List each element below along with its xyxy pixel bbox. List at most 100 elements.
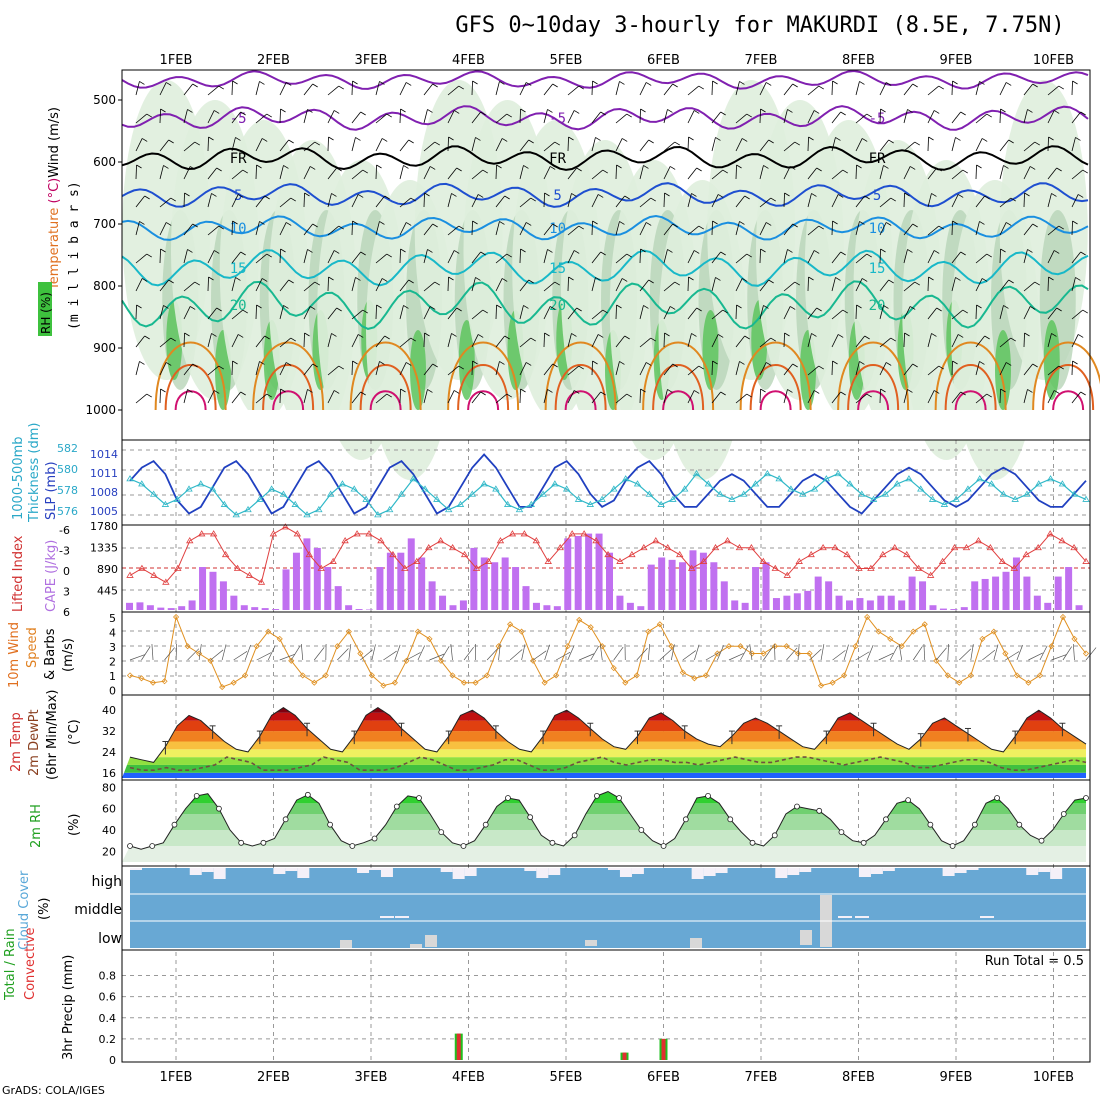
wind-barb-flag: [746, 113, 752, 118]
wind-barb-flag: [837, 194, 844, 198]
cape-bar: [251, 607, 259, 610]
cape-bar: [439, 595, 447, 610]
cloud-high-gap: [799, 868, 812, 872]
wind-barb-flag: [866, 253, 872, 258]
thickness-point: [185, 485, 193, 492]
wind-barb-flag: [669, 166, 676, 170]
wind-barb-flag: [376, 164, 382, 169]
wind-barb-flag: [979, 221, 985, 225]
wind-barb: [759, 305, 764, 320]
wind10m-point: [748, 650, 756, 657]
wind-barb-flag: [160, 388, 166, 393]
thickness-point: [551, 480, 559, 487]
wind10m-barb: [337, 648, 349, 661]
wind-barb: [567, 276, 569, 292]
wind-barb-flag: [523, 305, 529, 309]
thickness-point: [338, 480, 347, 487]
wind10m-point: [530, 657, 537, 664]
wind-barb: [591, 194, 599, 208]
cape-bar: [1065, 567, 1073, 610]
wind-barb: [1047, 276, 1049, 292]
li-point: [1010, 564, 1019, 571]
thickness-point: [810, 485, 819, 492]
thickness-point: [728, 495, 736, 502]
wind-barb: [447, 193, 452, 208]
wind-barb-flag: [523, 165, 529, 169]
wind-barb-flag: [309, 306, 316, 310]
wind-barb-flag: [496, 164, 502, 169]
wind-barb: [351, 80, 353, 96]
wind-barb: [399, 388, 401, 404]
wind10m-point: [898, 643, 905, 650]
wind-barb-flag: [717, 334, 724, 338]
wind-barb-flag: [645, 82, 652, 86]
wind-barb-flag: [499, 361, 505, 365]
wind-barb-flag: [506, 253, 512, 258]
wind-barb-flag: [261, 138, 268, 142]
wind-barb-flag: [840, 391, 846, 396]
wind-barb: [1071, 334, 1079, 348]
li-point: [186, 537, 194, 544]
wind10m-barb: [843, 644, 849, 661]
wind-barb: [207, 333, 212, 348]
wind-barb: [543, 332, 545, 348]
wind-barb: [543, 192, 545, 208]
wind-barb: [447, 110, 455, 124]
wind-barb: [1071, 80, 1073, 96]
wind-barb-flag: [880, 248, 886, 253]
rh2m-point: [905, 797, 912, 804]
cloud-high-gap: [285, 868, 298, 871]
li-tick: -6: [59, 524, 70, 537]
wind-barb: [327, 136, 329, 152]
wind-barb-flag: [787, 109, 793, 113]
wind-barb: [807, 365, 820, 376]
wind-barb-flag: [698, 365, 704, 370]
wind-barb: [639, 337, 652, 348]
wind-barb: [927, 390, 935, 404]
wind-barb-flag: [259, 81, 265, 85]
wind10m-point: [138, 675, 145, 682]
wind-barb: [903, 389, 908, 404]
wind-barb-flag: [861, 138, 868, 142]
wind-barb: [399, 337, 412, 348]
thickness-point: [834, 469, 842, 477]
thickness-point: [1035, 480, 1043, 487]
li-point: [675, 550, 684, 558]
wind-barb: [423, 83, 433, 96]
wind-barb-flag: [619, 81, 625, 85]
thickness-point: [586, 500, 595, 507]
wind-barb: [711, 251, 721, 264]
thickness-point: [138, 480, 146, 487]
li-point: [783, 571, 791, 578]
temp-band: [122, 707, 1086, 713]
wind-barb: [687, 193, 692, 208]
wind-barb: [903, 332, 905, 348]
wind-barb-flag: [626, 393, 632, 398]
wind-barb-flag: [544, 192, 550, 197]
li-point: [436, 537, 445, 544]
wind-barb-flag: [379, 81, 385, 85]
wind-barb-flag: [352, 220, 358, 225]
wind10m-point: [380, 682, 387, 689]
wind-barb-flag: [818, 225, 824, 230]
wind-barb-flag: [266, 253, 272, 258]
wind10m-point: [334, 643, 341, 650]
wind-barb: [255, 81, 260, 96]
wind-barb: [159, 337, 172, 348]
wind-barb: [399, 82, 407, 96]
li-point: [544, 557, 552, 564]
wind-barb-flag: [451, 193, 457, 197]
wind-barb: [759, 82, 767, 96]
wind-barb: [639, 139, 649, 152]
wind10m-point: [668, 643, 675, 650]
wind-barb-flag: [768, 279, 774, 284]
wind10m-barb: [636, 647, 648, 661]
temp-contour-35: [954, 390, 987, 411]
wind-barb-flag: [376, 304, 382, 309]
wind-barb: [135, 113, 148, 124]
cape-bar: [908, 576, 916, 610]
wind-barb-flag: [592, 360, 598, 365]
wind-barb: [135, 195, 145, 208]
